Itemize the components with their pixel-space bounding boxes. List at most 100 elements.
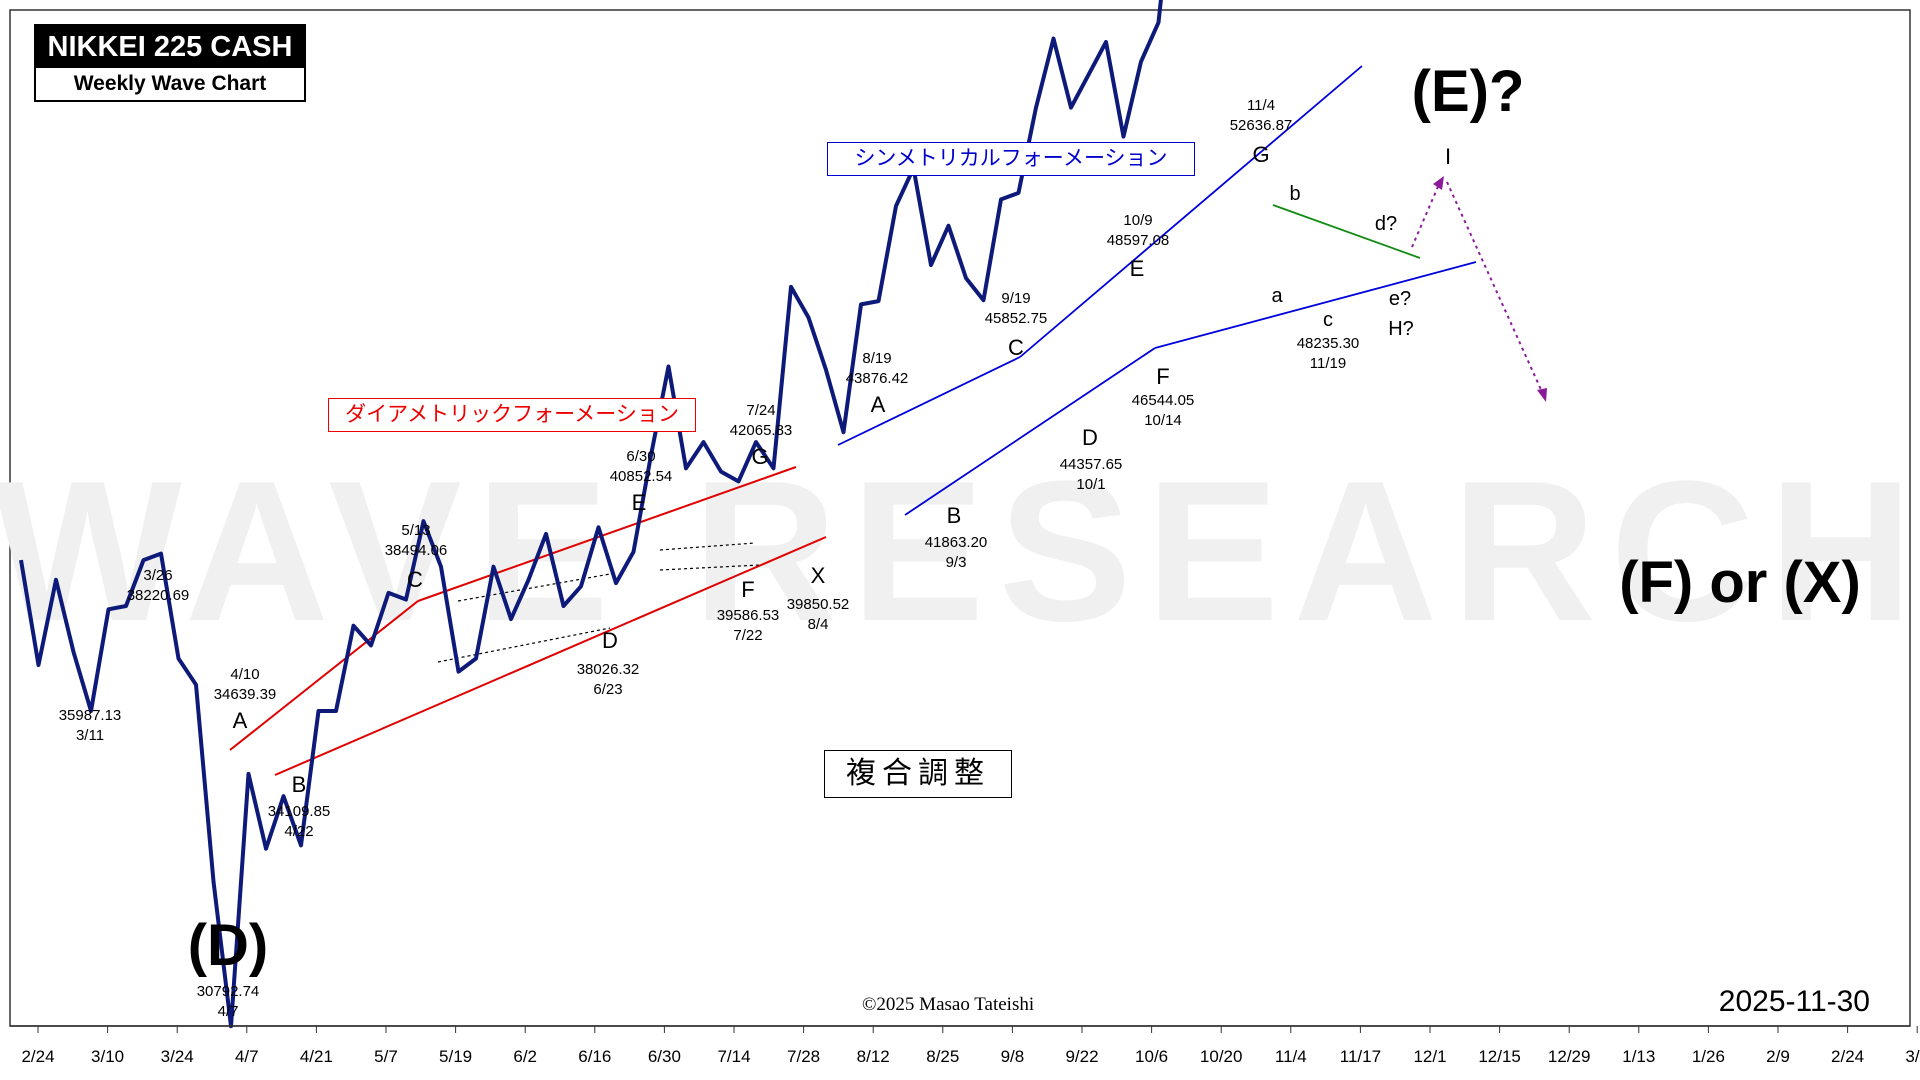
x-tick-label: 3/24 — [161, 1047, 194, 1066]
chart-title: NIKKEI 225 CASH — [36, 26, 304, 68]
label-date-e2: 10/9 — [1123, 212, 1152, 229]
chart-date: 2025-11-30 — [1718, 985, 1870, 1018]
chart-subtitle: Weekly Wave Chart — [73, 72, 267, 95]
wave-letter-d2: D — [1082, 425, 1098, 450]
label-value-d2: 44357.65 — [1060, 456, 1123, 473]
x-tick-label: 9/8 — [1001, 1047, 1025, 1066]
x-tick-label: 1/26 — [1692, 1047, 1725, 1066]
x-tick-label: 11/17 — [1340, 1047, 1381, 1066]
symmetrical-lower-line-2 — [1154, 261, 1477, 349]
x-tick-label: 5/19 — [439, 1047, 472, 1066]
label-value-g2: 52636.87 — [1230, 117, 1293, 134]
label-value-c2: 45852.75 — [985, 310, 1048, 327]
symmetrical-upper-line-2 — [1019, 65, 1363, 358]
diametric-lower-line — [274, 536, 827, 776]
x-tick-label: 9/22 — [1065, 1047, 1098, 1066]
wave-letter-e2: E — [1130, 256, 1145, 281]
x-tick-label: 5/7 — [374, 1047, 398, 1066]
projection-up — [1411, 181, 1441, 248]
label-date-d2: 10/1 — [1076, 476, 1105, 493]
wave-letter-d-small: d? — [1375, 213, 1397, 235]
x-tick-label: 2/24 — [1831, 1047, 1864, 1066]
label-value-e2: 48597.08 — [1107, 232, 1170, 249]
wave-letter-g1: G — [751, 444, 768, 469]
wave-letter-c2: C — [1008, 335, 1024, 360]
wave-letter-c-small: c — [1323, 309, 1333, 331]
label-value-a2: 43876.42 — [846, 370, 909, 387]
x-tick-label: 12/29 — [1548, 1047, 1591, 1066]
wave-letter-g2: G — [1252, 142, 1269, 167]
label-date-x: 8/4 — [808, 616, 829, 633]
label-value-b1: 34109.85 — [268, 803, 331, 820]
big-label-d: (D) — [188, 913, 269, 978]
label-date-f1: 7/22 — [733, 627, 762, 644]
wave-letter-f2: F — [1156, 364, 1169, 389]
label-value-x: 39850.52 — [787, 596, 850, 613]
label-date-c-small: 11/19 — [1310, 355, 1346, 372]
x-tick-label: 4/7 — [235, 1047, 259, 1066]
wave-letter-x: X — [811, 563, 826, 588]
x-tick-label: 10/6 — [1135, 1047, 1168, 1066]
label-date-e1: 6/30 — [626, 448, 655, 465]
diametric-upper-line-2 — [417, 466, 797, 602]
wave-letter-f1: F — [741, 577, 754, 602]
big-label-e: (E)? — [1412, 59, 1525, 124]
watermark: WAVE RESEARCH — [0, 440, 1920, 663]
x-tick-label: 3/9 — [1905, 1047, 1920, 1066]
label-date-b2: 9/3 — [946, 554, 967, 571]
symmetrical-lower-line — [904, 347, 1156, 516]
label-date-c2: 9/19 — [1001, 290, 1030, 307]
x-tick-label: 12/15 — [1478, 1047, 1521, 1066]
wave-letter-e1: E — [632, 490, 647, 515]
wave-letter-b2: B — [947, 503, 962, 528]
wave-letter-b1: B — [292, 772, 307, 797]
label-value-g1: 42065.83 — [730, 422, 793, 439]
x-tick-label: 7/14 — [717, 1047, 750, 1066]
label-value-a1: 34639.39 — [214, 686, 277, 703]
dotted-channel-2a — [659, 542, 756, 551]
label-value-f1: 39586.53 — [717, 607, 780, 624]
wave-letter-a2: A — [871, 392, 886, 417]
label-value-e1: 40852.54 — [610, 468, 673, 485]
label-value-b2: 41863.20 — [925, 534, 988, 551]
triangle-upper-line — [1272, 204, 1421, 259]
label-value-3-26: 38220.69 — [127, 587, 190, 604]
label-value-d1: 38026.32 — [577, 661, 640, 678]
x-tick-label: 6/2 — [513, 1047, 537, 1066]
label-date-3-26: 3/26 — [143, 567, 172, 584]
wave-letter-e-small: e? — [1389, 288, 1411, 310]
x-tick-label: 8/25 — [926, 1047, 959, 1066]
x-tick-label: 8/12 — [857, 1047, 890, 1066]
copyright: ©2025 Masao Tateishi — [862, 994, 1035, 1015]
x-tick-label: 12/1 — [1413, 1047, 1446, 1066]
price-line — [19, 0, 1163, 1029]
complex-correction-label: 複合調整 — [824, 750, 1012, 798]
label-date-a1: 4/10 — [230, 666, 259, 683]
x-tick-label: 6/16 — [578, 1047, 611, 1066]
x-tick-label: 6/30 — [648, 1047, 681, 1066]
annotations: 35987.13 3/11 3/26 38220.69 30792.74 4/7… — [59, 59, 1861, 1020]
label-date-a2: 8/19 — [862, 350, 891, 367]
label-date-4-7: 4/7 — [218, 1003, 239, 1020]
wave-letter-a-small: a — [1271, 285, 1283, 307]
projection-down — [1446, 181, 1544, 395]
diametric-upper-line — [229, 600, 419, 751]
label-value-4-7: 30792.74 — [197, 983, 260, 1000]
projection-up-arrowhead — [1433, 176, 1444, 190]
x-tick-label: 11/4 — [1275, 1047, 1307, 1066]
big-label-f-or-x: (F) or (X) — [1619, 550, 1861, 615]
x-tick-label: 10/20 — [1200, 1047, 1243, 1066]
x-tick-label: 3/10 — [91, 1047, 124, 1066]
x-tick-label: 2/9 — [1766, 1047, 1790, 1066]
label-date-g2: 11/4 — [1247, 97, 1275, 114]
label-date-g1: 7/24 — [746, 402, 775, 419]
wave-letter-i: I — [1445, 144, 1451, 169]
label-date-c1: 5/13 — [401, 522, 430, 539]
label-date-b1: 4/22 — [284, 823, 313, 840]
label-value-3-11: 35987.13 — [59, 707, 122, 724]
label-date-f2: 10/14 — [1144, 412, 1182, 429]
dotted-channel-2b — [659, 564, 761, 571]
label-date-3-11: 3/11 — [76, 727, 104, 744]
x-tick-label: 7/28 — [787, 1047, 820, 1066]
